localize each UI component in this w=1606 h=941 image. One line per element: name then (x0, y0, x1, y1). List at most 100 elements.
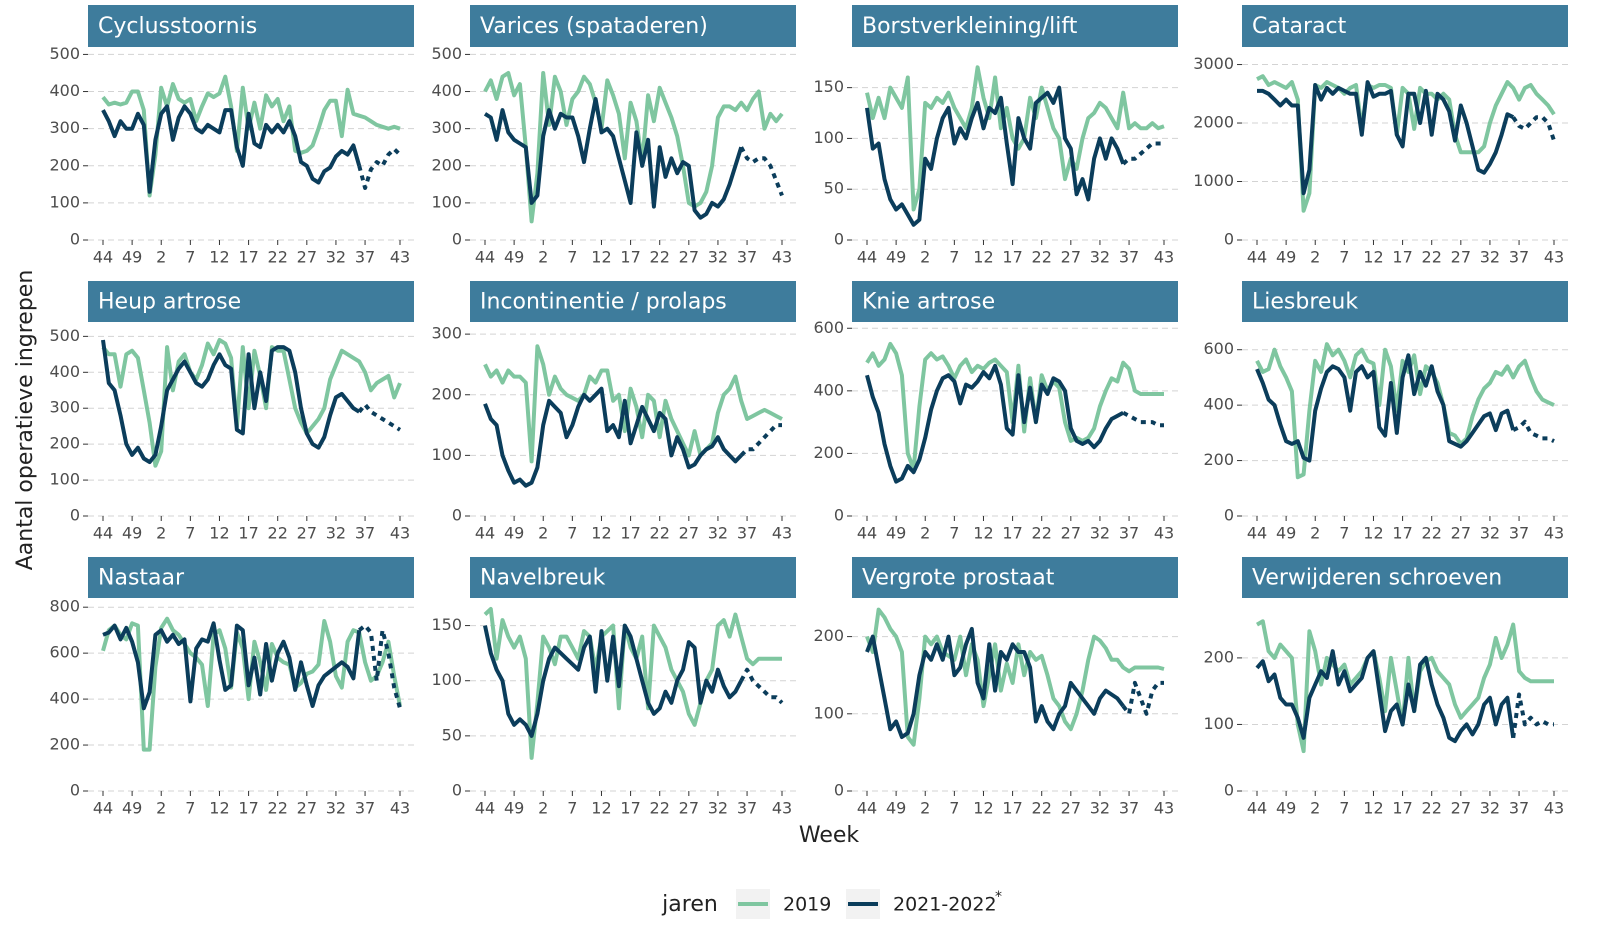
x-tick-label: 22 (650, 248, 670, 267)
y-tick-label: 200 (49, 155, 80, 174)
x-tick-label: 7 (949, 799, 959, 818)
y-tick-label: 200 (813, 626, 844, 645)
legend-label: 2021-2022 (893, 894, 997, 916)
panel-title: Incontinentie / prolaps (480, 290, 727, 315)
y-tick-label: 0 (1224, 230, 1234, 249)
x-tick-label: 12 (591, 799, 611, 818)
y-tick-label: 400 (431, 81, 462, 100)
y-tick-label: 150 (813, 77, 844, 96)
x-tick-label: 7 (185, 248, 195, 267)
panel-strip (88, 281, 414, 322)
y-tick-label: 600 (813, 318, 844, 337)
y-tick-label: 0 (1224, 781, 1234, 800)
panel-strip (1242, 557, 1568, 598)
x-tick-label: 17 (1002, 248, 1022, 267)
x-tick-label: 32 (326, 524, 346, 543)
y-tick-label: 800 (49, 597, 80, 616)
y-tick-label: 0 (834, 781, 844, 800)
panel-strip (852, 281, 1178, 322)
x-tick-label: 44 (857, 524, 877, 543)
line-series (102, 621, 362, 711)
x-tick-label: 22 (650, 524, 670, 543)
y-tick-label: 600 (1203, 339, 1234, 358)
x-tick-label: 17 (1392, 524, 1412, 543)
x-tick-label: 17 (1002, 524, 1022, 543)
y-tick-label: 0 (834, 230, 844, 249)
x-tick-label: 7 (1339, 799, 1349, 818)
line-series-dotted (1122, 410, 1164, 428)
x-tick-label: 49 (122, 524, 142, 543)
x-tick-label: 2 (156, 799, 166, 818)
legend-title: jaren (661, 892, 718, 917)
x-tick-label: 27 (1451, 248, 1471, 267)
x-tick-label: 43 (1154, 524, 1174, 543)
x-tick-label: 17 (620, 248, 640, 267)
x-tick-label: 22 (1032, 248, 1052, 267)
panel-title: Verwijderen schroeven (1252, 566, 1502, 591)
x-tick-label: 22 (1032, 799, 1052, 818)
x-tick-label: 12 (209, 248, 229, 267)
line-series-dotted (1511, 115, 1556, 142)
x-tick-label: 32 (708, 524, 728, 543)
x-tick-label: 43 (1544, 799, 1564, 818)
panel-title: Nastaar (98, 566, 185, 591)
x-axis-label: Week (799, 823, 860, 848)
y-tick-label: 300 (49, 398, 80, 417)
x-tick-label: 22 (1422, 799, 1442, 818)
line-series (1255, 649, 1516, 744)
x-tick-label: 32 (1090, 524, 1110, 543)
x-tick-label: 12 (1363, 248, 1383, 267)
x-tick-label: 27 (1061, 524, 1081, 543)
x-tick-label: 37 (1119, 248, 1139, 267)
panel-strip (1242, 5, 1568, 47)
panel-title: Cataract (1252, 14, 1347, 39)
x-tick-label: 44 (93, 799, 113, 818)
x-tick-label: 22 (268, 799, 288, 818)
x-tick-label: 44 (857, 799, 877, 818)
legend-label: 2019 (783, 894, 831, 916)
x-tick-label: 22 (1422, 248, 1442, 267)
line-series-dotted (739, 146, 784, 197)
y-tick-label: 0 (452, 781, 462, 800)
x-tick-label: 44 (475, 524, 495, 543)
x-tick-label: 43 (1154, 248, 1174, 267)
x-tick-label: 2 (538, 799, 548, 818)
x-tick-label: 7 (567, 248, 577, 267)
x-tick-label: 49 (886, 248, 906, 267)
panel-strip (470, 5, 796, 47)
panel-strip (1242, 281, 1568, 322)
x-tick-label: 43 (772, 248, 792, 267)
x-tick-label: 27 (297, 524, 317, 543)
panel-title: Knie artrose (862, 290, 995, 315)
x-tick-label: 22 (1032, 524, 1052, 543)
x-tick-label: 43 (390, 799, 410, 818)
x-tick-label: 49 (504, 248, 524, 267)
x-tick-label: 32 (1480, 524, 1500, 543)
line-series (865, 85, 1126, 227)
x-tick-label: 12 (973, 799, 993, 818)
y-tick-label: 200 (49, 735, 80, 754)
x-tick-label: 2 (920, 524, 930, 543)
y-tick-label: 0 (452, 230, 462, 249)
y-tick-label: 0 (70, 506, 80, 525)
panel-strip (852, 5, 1178, 47)
y-tick-label: 0 (70, 781, 80, 800)
panel-title: Liesbreuk (1252, 290, 1358, 315)
y-tick-label: 2000 (1193, 113, 1234, 132)
legend-footnote-mark: * (995, 889, 1002, 905)
x-tick-label: 7 (949, 524, 959, 543)
x-tick-label: 44 (857, 248, 877, 267)
x-tick-label: 43 (1544, 248, 1564, 267)
x-tick-label: 37 (1119, 524, 1139, 543)
x-tick-label: 32 (1480, 248, 1500, 267)
y-tick-label: 400 (49, 362, 80, 381)
x-tick-label: 32 (1090, 799, 1110, 818)
y-tick-label: 400 (49, 689, 80, 708)
y-tick-label: 600 (49, 643, 80, 662)
x-tick-label: 49 (504, 524, 524, 543)
panel-title: Borstverkleining/lift (862, 14, 1078, 39)
panel-title: Vergrote prostaat (862, 566, 1055, 591)
y-tick-label: 500 (431, 44, 462, 63)
x-tick-label: 43 (390, 248, 410, 267)
